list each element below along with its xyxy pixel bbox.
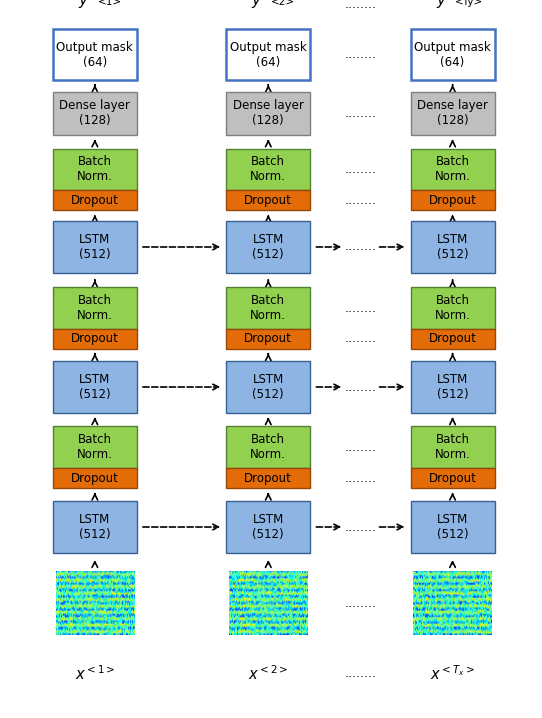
Text: ........: ........ [344, 667, 377, 680]
Text: ........: ........ [344, 107, 377, 120]
Text: Dense layer
(128): Dense layer (128) [60, 100, 130, 127]
FancyBboxPatch shape [227, 468, 310, 488]
FancyBboxPatch shape [227, 361, 310, 413]
FancyBboxPatch shape [53, 501, 137, 553]
Text: Output mask
(64): Output mask (64) [414, 41, 491, 68]
FancyBboxPatch shape [53, 149, 137, 190]
Text: Dropout: Dropout [429, 194, 476, 207]
Text: ........: ........ [344, 332, 377, 345]
Text: Batch
Norm.: Batch Norm. [435, 156, 470, 183]
Text: Batch
Norm.: Batch Norm. [250, 434, 286, 461]
Text: <Ty>: <Ty> [455, 0, 483, 7]
Text: ........: ........ [344, 194, 377, 207]
FancyBboxPatch shape [227, 287, 310, 329]
FancyBboxPatch shape [411, 221, 494, 273]
Text: LSTM
(512): LSTM (512) [79, 373, 111, 401]
FancyBboxPatch shape [53, 468, 137, 488]
Text: Dense layer
(128): Dense layer (128) [233, 100, 304, 127]
Text: Dropout: Dropout [244, 472, 292, 485]
Text: Dropout: Dropout [244, 332, 292, 345]
Text: Dropout: Dropout [429, 332, 476, 345]
Text: $\hat{y}$: $\hat{y}$ [78, 0, 89, 11]
FancyBboxPatch shape [411, 92, 494, 135]
Text: $x^{<T_x>}$: $x^{<T_x>}$ [430, 664, 475, 683]
Text: ........: ........ [344, 381, 377, 393]
Text: ........: ........ [344, 302, 377, 314]
FancyBboxPatch shape [411, 329, 494, 349]
FancyBboxPatch shape [227, 190, 310, 210]
Text: LSTM
(512): LSTM (512) [253, 513, 284, 541]
Text: ........: ........ [344, 0, 377, 11]
FancyBboxPatch shape [227, 29, 310, 80]
Text: $x^{<1>}$: $x^{<1>}$ [75, 664, 115, 683]
Text: Dense layer
(128): Dense layer (128) [417, 100, 488, 127]
Text: ........: ........ [344, 521, 377, 533]
Text: Output mask
(64): Output mask (64) [56, 41, 133, 68]
Text: Batch
Norm.: Batch Norm. [250, 156, 286, 183]
Text: ........: ........ [344, 241, 377, 253]
Text: $\hat{y}$: $\hat{y}$ [436, 0, 447, 11]
Text: <1>: <1> [98, 0, 122, 7]
FancyBboxPatch shape [411, 29, 494, 80]
Text: Output mask
(64): Output mask (64) [230, 41, 307, 68]
FancyBboxPatch shape [411, 149, 494, 190]
Text: Dropout: Dropout [244, 194, 292, 207]
Text: LSTM
(512): LSTM (512) [437, 233, 468, 261]
Text: Batch
Norm.: Batch Norm. [77, 294, 113, 322]
Text: Dropout: Dropout [71, 472, 119, 485]
Text: Batch
Norm.: Batch Norm. [77, 434, 113, 461]
Text: Dropout: Dropout [429, 472, 476, 485]
FancyBboxPatch shape [53, 29, 137, 80]
FancyBboxPatch shape [411, 190, 494, 210]
FancyBboxPatch shape [227, 329, 310, 349]
FancyBboxPatch shape [53, 361, 137, 413]
Text: LSTM
(512): LSTM (512) [79, 513, 111, 541]
FancyBboxPatch shape [53, 287, 137, 329]
FancyBboxPatch shape [227, 149, 310, 190]
Text: ........: ........ [344, 472, 377, 485]
Text: Batch
Norm.: Batch Norm. [435, 294, 470, 322]
FancyBboxPatch shape [53, 221, 137, 273]
Text: LSTM
(512): LSTM (512) [437, 513, 468, 541]
FancyBboxPatch shape [227, 501, 310, 553]
Text: ........: ........ [344, 441, 377, 454]
FancyBboxPatch shape [53, 329, 137, 349]
FancyBboxPatch shape [411, 468, 494, 488]
Text: Batch
Norm.: Batch Norm. [250, 294, 286, 322]
FancyBboxPatch shape [227, 221, 310, 273]
Text: Batch
Norm.: Batch Norm. [435, 434, 470, 461]
Text: Dropout: Dropout [71, 194, 119, 207]
FancyBboxPatch shape [227, 426, 310, 468]
Text: ........: ........ [344, 48, 377, 61]
FancyBboxPatch shape [53, 92, 137, 135]
FancyBboxPatch shape [53, 190, 137, 210]
Text: LSTM
(512): LSTM (512) [437, 373, 468, 401]
Text: ........: ........ [344, 597, 377, 610]
FancyBboxPatch shape [227, 92, 310, 135]
Text: $\hat{y}$: $\hat{y}$ [251, 0, 263, 11]
FancyBboxPatch shape [53, 426, 137, 468]
Text: LSTM
(512): LSTM (512) [253, 233, 284, 261]
Text: LSTM
(512): LSTM (512) [253, 373, 284, 401]
FancyBboxPatch shape [411, 361, 494, 413]
FancyBboxPatch shape [411, 287, 494, 329]
Text: Dropout: Dropout [71, 332, 119, 345]
Text: <2>: <2> [271, 0, 295, 7]
FancyBboxPatch shape [411, 426, 494, 468]
FancyBboxPatch shape [411, 501, 494, 553]
Text: LSTM
(512): LSTM (512) [79, 233, 111, 261]
Text: $x^{<2>}$: $x^{<2>}$ [248, 664, 288, 683]
Text: ........: ........ [344, 163, 377, 176]
Text: Batch
Norm.: Batch Norm. [77, 156, 113, 183]
